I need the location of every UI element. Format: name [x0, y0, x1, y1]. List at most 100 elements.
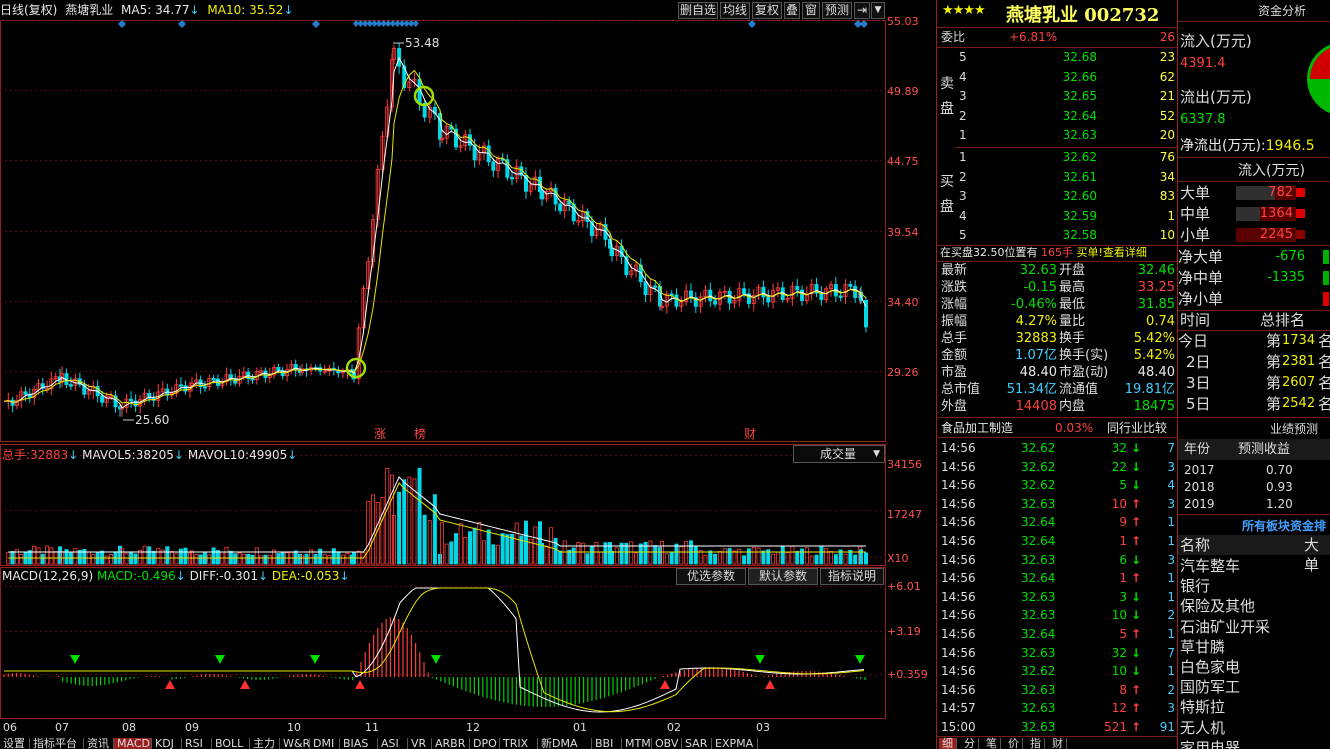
tick-time: 14:57 [941, 701, 976, 716]
indicator-tab[interactable]: 设置 [0, 738, 30, 749]
signal-circle [413, 85, 435, 107]
sector-header: 名称 大单 [1178, 535, 1330, 574]
detail-tab[interactable]: 财 [1049, 738, 1067, 749]
earnings-eps: 1.20 [1266, 497, 1293, 511]
indicator-tab[interactable]: ARBR [432, 738, 470, 749]
candle-body [133, 400, 138, 407]
indicator-tab[interactable]: BBI [592, 738, 622, 749]
detail-tab[interactable]: 分 [961, 738, 979, 749]
indicator-help-button[interactable]: 指标说明 [820, 568, 884, 585]
sell-level-row[interactable]: 2 32.64 52 [939, 107, 1177, 126]
indicator-tab[interactable]: MTM [622, 738, 652, 749]
tick-count: 7 [1167, 441, 1175, 455]
candle-body [653, 285, 658, 288]
stat-label: 市盈 [941, 365, 968, 380]
adjust-button[interactable]: 复权 [752, 2, 782, 19]
period-label[interactable]: 日线(复权) [0, 3, 58, 17]
indicator-tab[interactable]: ASI [378, 738, 408, 749]
sell-level-row[interactable]: 5 32.68 23 [939, 48, 1177, 67]
sell-level-row[interactable]: 3 32.65 21 [939, 87, 1177, 106]
indicator-tab[interactable]: SAR [682, 738, 712, 749]
indicator-tab[interactable]: DPO [470, 738, 500, 749]
sector-row[interactable]: 汽车整车 [1180, 557, 1241, 575]
notice-detail-link[interactable]: 查看详细 [1102, 246, 1147, 259]
earnings-forecast-title[interactable]: 业绩预测 [1270, 422, 1319, 436]
detail-tab[interactable]: 笔 [983, 738, 1001, 749]
optimize-params-button[interactable]: 优选参数 [676, 568, 746, 585]
indicator-tab[interactable]: TRIX [500, 738, 538, 749]
candle-body [259, 370, 264, 373]
dea-label: DEA: [271, 569, 301, 583]
sector-row[interactable]: 无人机 [1180, 718, 1226, 737]
detail-tab[interactable]: 细 [939, 738, 957, 749]
volume-bar [133, 553, 138, 565]
event-diamond-icon [380, 20, 387, 27]
volume-bar [14, 549, 19, 565]
stock-title: 燕塘乳业 002732 [1006, 5, 1160, 26]
notice-text: 在买盘32.50位置有 [940, 246, 1038, 259]
buy-level-row[interactable]: 4 32.59 1 [939, 207, 1177, 226]
buy-level-row[interactable]: 1 32.62 76 [939, 148, 1177, 167]
sector-row[interactable]: 国防军工 [1180, 678, 1241, 697]
event-diamond-icon [178, 20, 186, 28]
overlay-button[interactable]: 叠 [784, 2, 800, 19]
stat-label: 外盘 [941, 399, 968, 414]
candle-body [380, 135, 385, 170]
buy-level-row[interactable]: 3 32.60 83 [939, 187, 1177, 206]
indicator-tab[interactable]: 指标平台 [30, 738, 84, 749]
sell-level-row[interactable]: 1 32.63 20 [939, 126, 1177, 145]
tick-price: 32.64 [1021, 534, 1056, 548]
industry-compare-link[interactable]: 同行业比较 [1107, 421, 1168, 435]
indicator-tab[interactable]: BOLL [212, 738, 250, 749]
delete-watchlist-button[interactable]: 删自选 [678, 2, 718, 19]
up-arrow-icon: ↑ [1130, 720, 1142, 734]
sector-row[interactable]: 石油矿业开采 [1180, 617, 1271, 636]
indicator-tab[interactable]: MACD [114, 738, 152, 749]
sell-level-row[interactable]: 4 32.66 62 [939, 68, 1177, 87]
candle-body [32, 389, 37, 398]
detail-tab[interactable]: 价 [1005, 738, 1023, 749]
forecast-button[interactable]: 预测 [822, 2, 852, 19]
indicator-selector[interactable]: 成交量 ▼ [793, 445, 885, 463]
sector-fund-title[interactable]: 所有板块资金排 [1242, 519, 1327, 533]
fund-panel-title[interactable]: 资金分析 [1178, 0, 1330, 22]
month-label: 11 [365, 721, 379, 734]
sector-row[interactable]: 保险及其他 [1180, 597, 1256, 616]
sector-row[interactable]: 银行 [1180, 577, 1211, 596]
rank-time: 3日 [1186, 374, 1211, 392]
indicator-tab[interactable]: KDJ [152, 738, 182, 749]
volume-axis-label: X10 [887, 552, 909, 565]
sector-row[interactable]: 白色家电 [1180, 658, 1241, 676]
indicator-tab[interactable]: W&R [280, 738, 310, 749]
macd-header: MACD(12,26,9) MACD:-0.496↓ DIFF:-0.301↓ … [2, 569, 349, 583]
buy-level-row[interactable]: 5 32.58 10 [939, 226, 1177, 245]
indicator-tab[interactable]: VR [408, 738, 432, 749]
indicator-tab[interactable]: EXPMA [712, 738, 758, 749]
ma-button[interactable]: 均线 [720, 2, 750, 19]
volume-bar [761, 550, 766, 565]
industry-name[interactable]: 食品加工制造 [941, 421, 1014, 435]
volume-bar [638, 543, 643, 565]
indicator-tab[interactable]: OBV [652, 738, 682, 749]
sector-row[interactable]: 特斯拉 [1180, 698, 1226, 717]
volume-bar [814, 554, 819, 565]
indicator-tab[interactable]: 主力 [250, 738, 280, 749]
window-button[interactable]: 窗 [802, 2, 820, 19]
tick-time: 14:56 [941, 645, 976, 660]
buy-level-row[interactable]: 2 32.61 34 [939, 168, 1177, 187]
sector-row[interactable]: 家用电器 [1180, 738, 1241, 749]
tick-price: 32.63 [1021, 496, 1056, 511]
stat-value: -0.46% [1011, 297, 1057, 312]
expand-icon[interactable]: ⇥ [854, 2, 870, 19]
indicator-tab[interactable]: RSI [182, 738, 212, 749]
indicator-tab[interactable]: BIAS [340, 738, 378, 749]
dropdown-icon[interactable]: ▼ [871, 2, 885, 19]
indicator-tab[interactable]: 新DMA [538, 738, 592, 749]
sector-row[interactable]: 草甘膦 [1180, 637, 1226, 656]
indicator-tab[interactable]: 资讯 [84, 738, 114, 749]
indicator-tab[interactable]: DMI [310, 738, 340, 749]
down-arrow-icon: ↓ [1130, 608, 1142, 623]
default-params-button[interactable]: 默认参数 [748, 568, 818, 585]
detail-tab[interactable]: 指 [1027, 738, 1045, 749]
candle-body [104, 395, 109, 403]
